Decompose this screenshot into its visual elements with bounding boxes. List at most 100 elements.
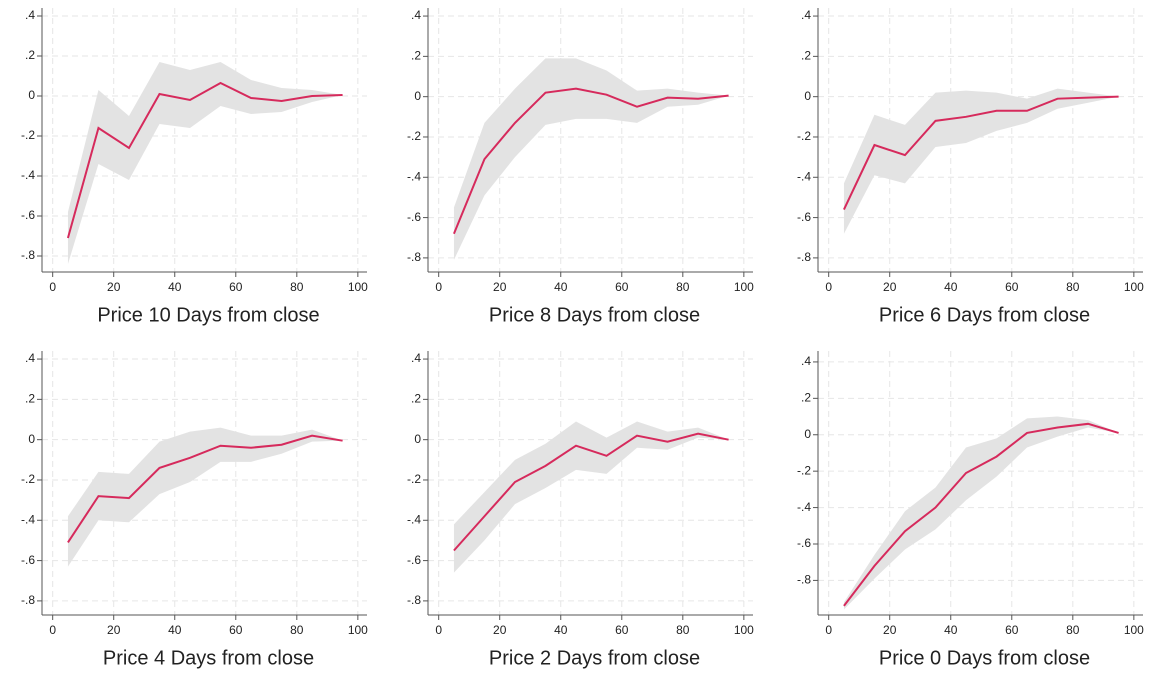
y-tick-label: 0 [804, 427, 811, 441]
y-tick-label: -.2 [797, 463, 811, 477]
y-tick-label: .4 [411, 351, 421, 365]
x-tick-label: 40 [944, 280, 958, 294]
x-tick-label: 100 [734, 280, 754, 294]
y-tick-label: -.6 [407, 553, 421, 567]
line [66, 81, 343, 239]
x-tick-label: 0 [825, 623, 832, 637]
x-tick-label: 100 [1124, 623, 1144, 637]
x-tick-label: 60 [615, 280, 629, 294]
y-tick-label: -.6 [797, 536, 811, 550]
panel: .4 .2 0 -.2 -.4 -.6 -.8 0 20 40 60 80 100 Price 2 Day… [407, 351, 754, 669]
x-tick-label: 80 [1066, 280, 1080, 294]
x-axis-title: Price 10 Days from close [97, 304, 319, 326]
y-tick-label: .4 [801, 8, 811, 22]
x-tick-label: 0 [435, 623, 442, 637]
y-tick-label: -.8 [797, 250, 811, 264]
y-tick-label: -.8 [21, 593, 35, 607]
y-tick-label: -.8 [797, 573, 811, 587]
y-tick-label: -.8 [21, 248, 35, 262]
x-tick-label: 0 [49, 623, 56, 637]
y-tick-label: -.4 [21, 168, 35, 182]
y-tick-label: .2 [25, 48, 35, 62]
y-tick-label: 0 [28, 88, 35, 102]
x-tick-label: 100 [348, 280, 368, 294]
x-tick-label: 80 [290, 280, 304, 294]
x-tick-label: 20 [107, 280, 121, 294]
confidence-band [453, 421, 729, 573]
y-tick-label: 0 [804, 89, 811, 103]
y-tick-label: 0 [28, 432, 35, 446]
y-tick-label: -.2 [21, 128, 35, 142]
x-tick-label: 80 [676, 623, 690, 637]
x-axis-title: Price 4 Days from close [103, 647, 314, 669]
x-tick-label: 80 [676, 280, 690, 294]
panel: .4 .2 0 -.2 -.4 -.6 -.8 0 20 40 60 80 100 Price 10 Da… [21, 8, 368, 326]
y-tick-label: .2 [801, 391, 811, 405]
x-tick-label: 0 [825, 280, 832, 294]
y-tick-label: -.2 [21, 472, 35, 486]
x-tick-label: 40 [944, 623, 958, 637]
line [843, 95, 1119, 210]
y-tick-label: .2 [25, 392, 35, 406]
x-tick-label: 0 [435, 280, 442, 294]
y-tick-label: -.4 [407, 169, 421, 183]
line [843, 422, 1119, 607]
y-tick-label: .4 [25, 351, 35, 365]
y-tick-label: 0 [414, 432, 421, 446]
panel: .4 .2 0 -.2 -.4 -.6 -.8 0 20 40 60 80 100 Price 4 Day… [21, 351, 368, 669]
line [453, 87, 729, 235]
x-tick-label: 60 [229, 280, 243, 294]
x-tick-label: 80 [1066, 623, 1080, 637]
x-tick-label: 100 [348, 623, 368, 637]
x-axis-title: Price 0 Days from close [879, 647, 1090, 669]
y-tick-label: .2 [801, 49, 811, 63]
y-tick-label: -.2 [407, 129, 421, 143]
x-axis-title: Price 2 Days from close [489, 647, 700, 669]
y-tick-label: -.2 [407, 472, 421, 486]
panel: .4 .2 0 -.2 -.4 -.6 -.8 0 20 40 60 80 100 Price 8 Day… [407, 8, 754, 326]
x-tick-label: 40 [168, 623, 182, 637]
line [453, 432, 729, 552]
confidence-band [843, 88, 1119, 234]
y-tick-label: -.6 [797, 210, 811, 224]
x-tick-label: 60 [1005, 280, 1019, 294]
panel: .4 .2 0 -.2 -.4 -.6 -.8 0 20 40 60 80 100 Price 6 Day… [797, 8, 1144, 326]
y-tick-label: .4 [25, 8, 35, 22]
y-tick-label: -.6 [21, 553, 35, 567]
x-tick-label: 60 [229, 623, 243, 637]
y-tick-label: .2 [411, 392, 421, 406]
panel: .4 .2 0 -.2 -.4 -.6 -.8 0 20 40 60 80 100 Price 0 Day… [797, 351, 1144, 669]
x-tick-label: 20 [493, 280, 507, 294]
x-tick-label: 20 [883, 623, 897, 637]
y-tick-label: -.6 [407, 210, 421, 224]
y-tick-label: 0 [414, 89, 421, 103]
x-axis-title: Price 6 Days from close [879, 304, 1090, 326]
confidence-band [843, 416, 1119, 610]
x-tick-label: 60 [615, 623, 629, 637]
confidence-band [453, 58, 729, 260]
y-tick-label: -.6 [21, 208, 35, 222]
x-tick-label: 20 [107, 623, 121, 637]
y-tick-label: -.4 [407, 512, 421, 526]
y-tick-label: -.4 [797, 500, 811, 514]
y-tick-label: -.4 [797, 169, 811, 183]
line [67, 434, 343, 543]
y-tick-label: .4 [801, 354, 811, 368]
confidence-band [67, 62, 343, 264]
y-tick-label: -.8 [407, 250, 421, 264]
x-tick-label: 40 [554, 280, 568, 294]
x-tick-label: 80 [290, 623, 304, 637]
y-tick-label: -.2 [797, 129, 811, 143]
x-tick-label: 40 [554, 623, 568, 637]
x-tick-label: 40 [168, 280, 182, 294]
y-tick-label: .2 [411, 49, 421, 63]
x-tick-label: 100 [734, 623, 754, 637]
y-tick-label: -.8 [407, 593, 421, 607]
x-tick-label: 20 [493, 623, 507, 637]
x-tick-label: 60 [1005, 623, 1019, 637]
y-tick-label: -.4 [21, 512, 35, 526]
x-axis-title: Price 8 Days from close [489, 304, 700, 326]
x-tick-label: 100 [1124, 280, 1144, 294]
x-tick-label: 20 [883, 280, 897, 294]
